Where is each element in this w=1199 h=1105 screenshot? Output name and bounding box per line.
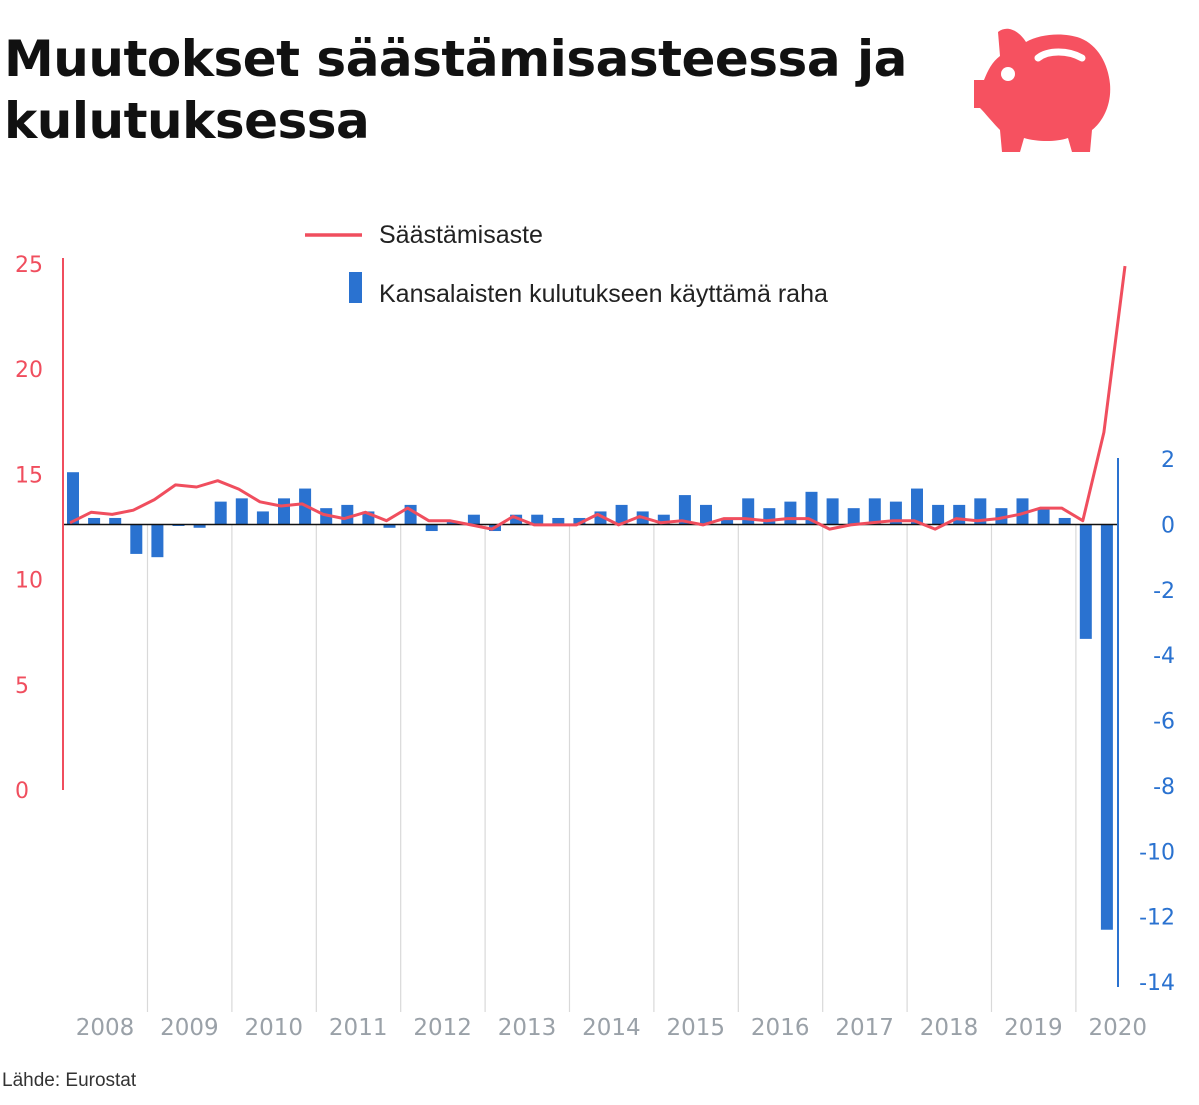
x-axis-ticks: 2008 2009 2010 2011 2012 2013 2014 2015 2016 2017…: [76, 1015, 1147, 1041]
right-tick-label: -4: [1153, 644, 1175, 669]
consumption-bar: [1079, 524, 1092, 639]
consumption-bar: [193, 524, 206, 528]
consumption-bar: [615, 504, 628, 525]
x-tick-label: 2012: [413, 1015, 472, 1041]
consumption-bar: [235, 498, 248, 525]
right-tick-label: 0: [1161, 514, 1175, 539]
x-tick-label: 2008: [76, 1015, 135, 1041]
piggy-slot: [1034, 48, 1086, 62]
consumption-bar: [1100, 524, 1113, 930]
consumption-bar: [214, 501, 227, 525]
consumption-bar: [953, 504, 966, 525]
consumption-bar: [868, 498, 881, 525]
consumption-bar: [700, 504, 712, 525]
legend-label-consumption: Kansalaisten kulutukseen käyttämä raha: [379, 280, 828, 308]
consumption-bar: [151, 524, 164, 558]
consumption-bar: [847, 508, 860, 525]
legend: Säästämisaste Kansalaisten kulutukseen k…: [305, 221, 828, 308]
left-tick-label: 0: [15, 779, 29, 804]
consumption-bar: [784, 501, 797, 525]
x-tick-label: 2016: [751, 1015, 810, 1041]
right-tick-label: -6: [1153, 710, 1175, 735]
consumption-bar: [425, 524, 438, 532]
x-tick-label: 2017: [835, 1015, 894, 1041]
left-tick-label: 10: [15, 569, 43, 594]
left-tick-label: 5: [15, 674, 29, 699]
x-tick-label: 2010: [245, 1015, 304, 1041]
right-tick-label: -14: [1139, 971, 1175, 996]
right-tick-label: 2: [1161, 448, 1175, 473]
consumption-bar: [278, 498, 290, 525]
right-tick-label: -8: [1153, 775, 1175, 800]
consumption-bar: [510, 514, 523, 525]
x-tick-label: 2019: [1004, 1015, 1063, 1041]
x-tick-label: 2013: [498, 1015, 557, 1041]
consumption-bar: [467, 514, 480, 525]
year-gridlines: [146, 524, 1077, 1012]
consumption-bar: [130, 524, 143, 554]
chart-title: Muutokset säästämisasteessa ja kulutukse…: [4, 30, 907, 150]
consumption-bar: [341, 504, 354, 525]
x-tick-label: 2014: [582, 1015, 641, 1041]
consumption-bar: [573, 517, 586, 525]
x-tick-label: 2009: [160, 1015, 219, 1041]
piggy-bank-icon: [974, 28, 1111, 152]
consumption-bar: [256, 511, 269, 525]
left-tick-label: 15: [15, 463, 43, 488]
consumption-bar: [109, 517, 122, 525]
consumption-bar: [678, 495, 691, 525]
consumption-bar: [889, 501, 902, 525]
left-axis-ticks: 0 5 10 15 20 25: [15, 253, 43, 804]
consumption-bar: [446, 521, 459, 525]
right-axis-ticks: -14 -12 -10 -8 -6 -4 -2 0 2: [1139, 448, 1175, 996]
piggy-eye: [1001, 67, 1015, 81]
right-tick-label: -10: [1139, 840, 1175, 865]
consumption-bar: [805, 491, 818, 525]
consumption-bar: [552, 517, 565, 525]
x-tick-label: 2015: [667, 1015, 726, 1041]
source-note: Lähde: Eurostat: [2, 1070, 137, 1091]
x-tick-label: 2018: [920, 1015, 979, 1041]
consumption-bar: [1037, 508, 1050, 525]
consumption-bar: [721, 517, 734, 525]
consumption-bar: [1058, 517, 1071, 525]
right-tick-label: -2: [1153, 579, 1175, 604]
consumption-bar: [974, 498, 987, 525]
consumption-bar: [995, 508, 1008, 525]
consumption-bar: [932, 504, 945, 525]
consumption-bar: [657, 514, 670, 525]
left-tick-label: 20: [15, 358, 43, 383]
piggy-body: [974, 28, 1111, 152]
consumption-bar: [67, 472, 79, 525]
saving-rate-line: [69, 265, 1127, 531]
consumption-bar: [531, 514, 544, 525]
consumption-bar: [1016, 498, 1029, 525]
consumption-bar: [88, 517, 101, 525]
right-tick-label: -12: [1139, 906, 1175, 931]
legend-bar-swatch: [349, 272, 362, 303]
legend-label-saving-rate: Säästämisaste: [379, 221, 543, 249]
consumption-bar: [383, 524, 396, 528]
left-tick-label: 25: [15, 253, 43, 278]
consumption-bar: [826, 498, 839, 525]
x-tick-label: 2020: [1089, 1015, 1148, 1041]
x-tick-label: 2011: [329, 1015, 388, 1041]
consumption-bars: [67, 472, 1113, 930]
consumption-bar: [911, 488, 923, 525]
